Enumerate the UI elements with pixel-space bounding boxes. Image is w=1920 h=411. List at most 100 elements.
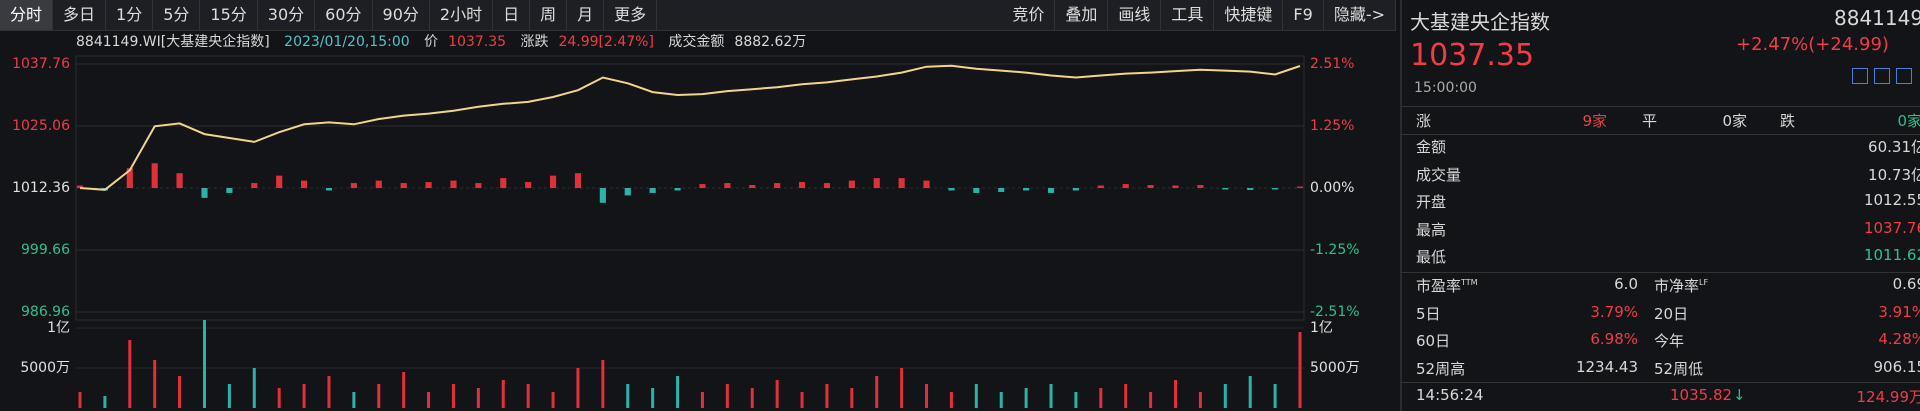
stat-label: 最低 xyxy=(1416,248,1447,266)
change-bar xyxy=(1023,188,1030,191)
down-arrow: ↓ xyxy=(1733,386,1746,404)
tool-button[interactable]: 隐藏-> xyxy=(1324,0,1396,30)
amount: 8882.62万 xyxy=(734,34,807,50)
change-bar xyxy=(301,180,308,188)
volume-bar xyxy=(1223,384,1227,408)
period-tab[interactable]: 1分 xyxy=(106,0,154,30)
volume-bar xyxy=(128,340,132,408)
ratio-value: 3.91% xyxy=(1878,302,1920,321)
change-bar xyxy=(798,182,806,188)
change-bar xyxy=(1122,184,1129,188)
tool-button[interactable]: 快捷键 xyxy=(1214,0,1284,30)
price: 1037.35 xyxy=(448,34,507,50)
change-bar xyxy=(574,173,582,188)
stat-value: 1012.55 xyxy=(1863,191,1920,209)
volume-bar xyxy=(875,376,879,408)
ratio-label: 市净率LF xyxy=(1654,277,1709,295)
period-tab[interactable]: 分时 xyxy=(0,0,54,30)
volume-bar xyxy=(327,376,331,408)
ratio-label: 今年 xyxy=(1654,332,1685,350)
ratio-value: 0.69 xyxy=(1892,275,1920,293)
change-bar xyxy=(848,180,855,188)
y2-tick-label: 1.25% xyxy=(1310,118,1354,134)
period-tab[interactable]: 2小时 xyxy=(430,0,494,30)
period-tab[interactable]: 15分 xyxy=(200,0,258,30)
volume-bar xyxy=(302,384,306,408)
tool-button[interactable]: F9 xyxy=(1283,0,1324,30)
volume-bar xyxy=(501,380,505,408)
ratio-sup: TTM xyxy=(1461,278,1478,287)
tick-price: 1035.82 xyxy=(1670,386,1733,404)
change-bar xyxy=(1272,188,1279,190)
stat-value: 1011.62 xyxy=(1863,246,1920,264)
last-price: 1037.35 xyxy=(1410,38,1535,73)
period-tab[interactable]: 日 xyxy=(493,0,531,30)
volume-bar xyxy=(925,384,929,408)
tool-button[interactable]: 工具 xyxy=(1161,0,1215,30)
breadth-value: 0家 xyxy=(1722,112,1747,130)
separator xyxy=(1402,382,1920,383)
period-tab[interactable]: 更多 xyxy=(604,0,658,30)
change-bar xyxy=(674,188,681,191)
price-label: 价 xyxy=(424,34,439,50)
change-bar xyxy=(823,183,831,188)
breadth-label: 涨 xyxy=(1416,112,1432,130)
volume-bar xyxy=(103,396,107,408)
volume-bar xyxy=(626,384,630,408)
tool-icon[interactable] xyxy=(1896,68,1912,84)
tool-icon[interactable] xyxy=(1852,68,1868,84)
datetime: 2023/01/20,15:00 xyxy=(284,34,410,50)
y-tick-label: 1037.76 xyxy=(12,56,70,72)
y-tick-label: 5000万 xyxy=(20,360,70,376)
y-tick-label: 1012.36 xyxy=(12,180,70,196)
chart: 1037.76 1025.06 1012.36 999.66 986.96 2.51% 1.… xyxy=(12,55,1360,408)
tool-button[interactable]: 画线 xyxy=(1108,0,1162,30)
volume-bar xyxy=(551,392,555,408)
y-tick-label: 1亿 xyxy=(47,320,70,336)
change-bar xyxy=(749,185,756,188)
change-bar xyxy=(998,188,1005,192)
tool-button[interactable]: 叠加 xyxy=(1055,0,1109,30)
volume-bar xyxy=(1248,376,1252,408)
ratio-label: 市盈率TTM xyxy=(1416,277,1478,295)
y2-tick-label: -1.25% xyxy=(1310,242,1360,258)
period-tab[interactable]: 周 xyxy=(530,0,568,30)
volume-bar xyxy=(775,380,779,408)
periods: 分时 多日 1分 5分 15分 30分 60分 90分 2小时日周月更多 xyxy=(0,0,658,30)
period-tab[interactable]: 30分 xyxy=(258,0,316,30)
period-tab[interactable]: 月 xyxy=(567,0,605,30)
y-tick-label: 1025.06 xyxy=(12,118,70,134)
volume-bar xyxy=(676,376,680,408)
toolbar: 分时 多日 1分 5分 15分 30分 60分 90分 2小时日周月更多 竞价 叠加 画线 工具 快捷键 F… xyxy=(0,0,1396,31)
ratio-label: 60日 xyxy=(1416,332,1451,350)
volume-bar xyxy=(1049,384,1053,408)
volume-bar xyxy=(1024,388,1028,408)
volume-bar xyxy=(700,392,704,408)
volume-bar xyxy=(1099,388,1103,408)
change-bar xyxy=(525,182,532,188)
ratio-value: 906.15 xyxy=(1873,357,1920,376)
change-bar xyxy=(450,180,457,188)
ratio-sup: LF xyxy=(1699,278,1709,287)
y-tick-label: 986.96 xyxy=(21,304,70,320)
tool-button[interactable]: 竞价 xyxy=(1002,0,1056,30)
volume-bar xyxy=(427,392,431,408)
y2-tick-label: 1亿 xyxy=(1310,320,1333,336)
period-tab[interactable]: 60分 xyxy=(315,0,373,30)
change-bar xyxy=(1172,185,1179,188)
volume-bar xyxy=(651,388,655,408)
volume-bar xyxy=(277,388,281,408)
period-tab[interactable]: 多日 xyxy=(53,0,107,30)
change-bar xyxy=(350,183,357,188)
y2-tick-label: 5000万 xyxy=(1310,360,1360,376)
volume-bar xyxy=(352,392,356,408)
period-tab[interactable]: 90分 xyxy=(373,0,430,30)
change-bar xyxy=(1047,188,1055,193)
tool-icon[interactable] xyxy=(1874,68,1890,84)
change-bar xyxy=(1296,186,1304,188)
period-tab[interactable]: 5分 xyxy=(153,0,201,30)
tick-volume: 124.99万 xyxy=(1856,388,1920,406)
volume-bar xyxy=(1273,384,1277,408)
change-bar xyxy=(226,188,233,193)
